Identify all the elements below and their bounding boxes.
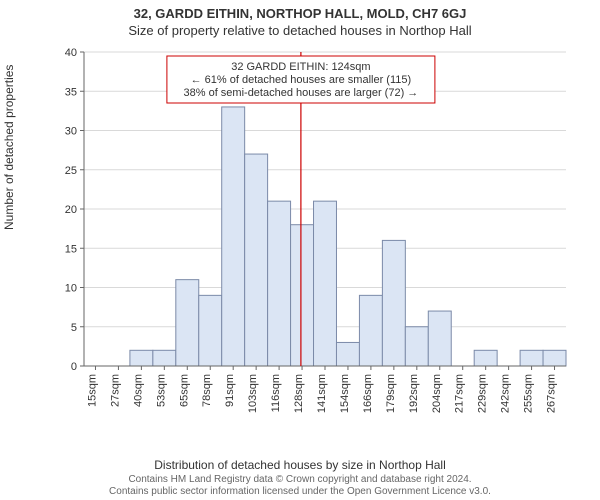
- svg-text:242sqm: 242sqm: [500, 374, 512, 413]
- svg-text:40sqm: 40sqm: [132, 374, 144, 407]
- histogram-chart: 0 5 10 15 20 25 30 35 40 15sqm 27sqm 40sqm 53sqm 65sq…: [54, 46, 574, 416]
- svg-text:91sqm: 91sqm: [224, 374, 236, 407]
- svg-text:154sqm: 154sqm: [339, 374, 351, 413]
- svg-text:192sqm: 192sqm: [408, 374, 420, 413]
- svg-text:20: 20: [65, 204, 77, 216]
- svg-text:32 GARDD EITHIN: 124sqm: 32 GARDD EITHIN: 124sqm: [231, 61, 370, 73]
- svg-text:128sqm: 128sqm: [293, 374, 305, 413]
- y-axis-label: Number of detached properties: [2, 65, 16, 230]
- svg-text:15sqm: 15sqm: [86, 374, 98, 407]
- svg-text:255sqm: 255sqm: [523, 374, 535, 413]
- svg-text:65sqm: 65sqm: [178, 374, 190, 407]
- svg-text:25: 25: [65, 165, 77, 177]
- svg-text:103sqm: 103sqm: [247, 374, 259, 413]
- footer-line-1: Contains HM Land Registry data © Crown c…: [0, 474, 600, 486]
- footer-attribution: Contains HM Land Registry data © Crown c…: [0, 474, 600, 497]
- svg-text:217sqm: 217sqm: [454, 374, 466, 413]
- svg-text:27sqm: 27sqm: [109, 374, 121, 407]
- svg-text:40: 40: [65, 47, 77, 59]
- chart-container: 0 5 10 15 20 25 30 35 40 15sqm 27sqm 40sqm 53sqm 65sq…: [54, 46, 574, 416]
- svg-text:78sqm: 78sqm: [201, 374, 213, 407]
- svg-text:0: 0: [71, 361, 77, 373]
- svg-text:204sqm: 204sqm: [431, 374, 443, 413]
- svg-text:116sqm: 116sqm: [270, 374, 282, 412]
- svg-text:179sqm: 179sqm: [385, 374, 397, 413]
- subtitle: Size of property relative to detached ho…: [0, 21, 600, 38]
- svg-text:53sqm: 53sqm: [155, 374, 167, 407]
- svg-text:← 61% of detached houses are s: ← 61% of detached houses are smaller (11…: [191, 74, 412, 86]
- x-axis-label: Distribution of detached houses by size …: [0, 458, 600, 472]
- svg-text:229sqm: 229sqm: [477, 374, 489, 413]
- svg-text:141sqm: 141sqm: [316, 374, 328, 413]
- svg-text:15: 15: [65, 243, 77, 255]
- footer-line-2: Contains public sector information licen…: [0, 486, 600, 498]
- svg-text:267sqm: 267sqm: [546, 374, 558, 413]
- svg-text:5: 5: [71, 322, 77, 334]
- address-title: 32, GARDD EITHIN, NORTHOP HALL, MOLD, CH…: [0, 0, 600, 21]
- svg-text:10: 10: [65, 283, 77, 295]
- svg-text:166sqm: 166sqm: [362, 374, 374, 413]
- svg-text:38% of semi-detached houses ar: 38% of semi-detached houses are larger (…: [184, 87, 419, 99]
- svg-text:35: 35: [65, 86, 77, 98]
- svg-text:30: 30: [65, 126, 77, 138]
